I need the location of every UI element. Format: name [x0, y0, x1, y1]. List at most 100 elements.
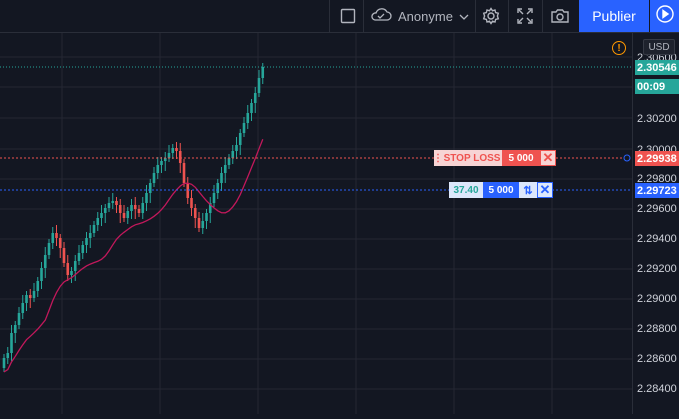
candle-body [257, 78, 261, 93]
axis-tick: 2.28600 [637, 353, 677, 365]
close-icon[interactable]: ✕ [537, 182, 553, 198]
candle-body [10, 333, 13, 353]
candle-body [156, 165, 160, 173]
candle-body [216, 183, 220, 193]
candlestick-series [2, 63, 265, 372]
candle-body [55, 233, 58, 238]
candle-body [220, 173, 223, 183]
play-icon [655, 4, 674, 28]
candle-body [250, 103, 253, 113]
currency-badge[interactable]: USD [643, 39, 675, 55]
candle-body [193, 208, 197, 218]
candle-body [103, 208, 107, 213]
countdown-tag: 00:09 [635, 79, 679, 94]
moving-average-line [3, 138, 264, 373]
candle-body [212, 193, 216, 203]
candle-body [227, 158, 231, 165]
warning-icon[interactable]: ! [612, 41, 626, 55]
stop-loss-price-tag: 2.29938 [635, 151, 679, 166]
stop-loss-order[interactable]: ⋮ STOP LOSS 5 000 ✕ [433, 150, 556, 166]
candle-body [178, 151, 182, 163]
candle-body [242, 123, 246, 133]
candle-body [32, 291, 36, 298]
position-qty[interactable]: 5 000 [483, 182, 519, 198]
candle-body [238, 133, 242, 145]
candle-body [70, 271, 73, 275]
stop-loss-label: STOP LOSS [442, 150, 502, 166]
square-icon[interactable] [337, 5, 359, 27]
account-label: Anonyme [398, 8, 453, 24]
drag-handle-icon[interactable]: ⋮ [433, 150, 443, 166]
candle-body [107, 203, 111, 208]
axis-tick: 2.29400 [637, 233, 677, 245]
candle-body [58, 238, 62, 248]
candle-body [17, 313, 21, 325]
reverse-icon[interactable]: ⇅ [519, 182, 537, 198]
candle-body [6, 353, 10, 358]
candle-body [186, 183, 190, 198]
candle-body [62, 248, 66, 263]
candle-body [201, 221, 205, 228]
candle-body [40, 268, 43, 281]
cloud-icon [370, 7, 392, 25]
position-pnl: 37.40 [449, 182, 483, 198]
candle-body [231, 151, 235, 158]
candle-body [205, 213, 208, 221]
candlestick-chart[interactable] [0, 33, 632, 414]
candle-body [66, 263, 70, 275]
chart-grid [0, 33, 632, 414]
camera-icon[interactable] [549, 5, 571, 27]
candle-body [223, 165, 227, 173]
axis-tick: 2.28800 [637, 323, 677, 335]
candle-body [36, 281, 40, 291]
candle-body [21, 303, 25, 313]
candle-body [100, 213, 103, 218]
candle-body [77, 253, 81, 261]
candle-body [182, 163, 186, 183]
candle-body [133, 205, 137, 209]
candle-body [190, 198, 193, 208]
candle-body [175, 148, 178, 151]
close-icon[interactable]: ✕ [540, 150, 556, 166]
axis-tick: 2.29800 [637, 173, 677, 185]
candle-body [115, 201, 118, 205]
top-toolbar: Anonyme Publier [0, 0, 679, 33]
candle-body [145, 193, 148, 203]
position-order[interactable]: 37.40 5 000 ⇅ ✕ [449, 182, 553, 198]
candle-body [13, 325, 17, 333]
candle-body [92, 225, 96, 233]
candle-body [96, 218, 100, 225]
stop-loss-qty[interactable]: 5 000 [502, 150, 540, 166]
publish-button[interactable]: Publier [579, 0, 649, 32]
candle-body [171, 148, 175, 153]
gear-icon[interactable] [480, 5, 502, 27]
fullscreen-icon[interactable] [514, 5, 536, 27]
axis-tick: 2.29200 [637, 263, 677, 275]
price-axis[interactable]: 2.30600 2 2.30200 2.30000 2.29800 2.2960… [632, 33, 679, 414]
candle-body [47, 243, 51, 255]
candle-body [137, 209, 141, 213]
play-button[interactable] [650, 0, 679, 32]
candle-body [28, 295, 32, 298]
candle-body [2, 358, 6, 368]
candle-body [130, 205, 133, 211]
last-price-tag: 2.30546 [635, 60, 679, 75]
candle-body [111, 201, 115, 203]
toolbar-divider [475, 0, 476, 32]
toolbar-divider [329, 0, 330, 32]
candle-body [85, 238, 88, 245]
candle-body [43, 255, 47, 268]
chart-pane[interactable] [0, 33, 632, 414]
candle-body [141, 203, 145, 213]
line-anchor-handle[interactable] [623, 154, 631, 162]
candle-body [235, 145, 238, 151]
axis-tick: 2.30200 [637, 113, 677, 125]
candle-body [152, 173, 156, 183]
candle-body [122, 213, 126, 218]
toolbar-divider [363, 0, 364, 32]
axis-tick: 2.28400 [637, 383, 677, 395]
candle-body [88, 233, 92, 238]
candle-body [208, 203, 212, 213]
candle-body [51, 233, 55, 243]
account-menu[interactable]: Anonyme [370, 6, 469, 26]
